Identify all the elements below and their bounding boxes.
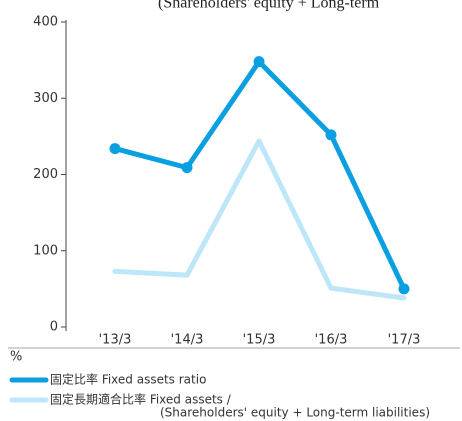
legend-label: (Shareholders' equity + Long-term liabil… [160, 406, 430, 420]
y-tick-label: 0 [50, 320, 58, 335]
y-tick-label: 400 [33, 15, 58, 30]
point [109, 143, 121, 155]
x-tick-label: '13/3 [99, 333, 132, 348]
legend-label: 固定長期適合比率 Fixed assets / [50, 392, 232, 407]
annotation: (Shareholders' equity + Long-term [158, 0, 380, 12]
point [398, 283, 410, 295]
x-tick-label: '14/3 [171, 333, 204, 348]
y-tick-label: 100 [33, 243, 58, 258]
point [181, 162, 193, 174]
point [253, 56, 265, 68]
x-tick-label: '15/3 [243, 333, 276, 348]
legend-label: 固定比率 Fixed assets ratio [50, 372, 206, 387]
x-tick-label: '16/3 [315, 333, 348, 348]
y-unit: % [10, 350, 22, 365]
y-tick-label: 200 [33, 167, 58, 182]
x-tick-label: '17/3 [388, 333, 421, 348]
y-tick-label: 300 [33, 91, 58, 106]
series-line [112, 59, 407, 292]
point [325, 129, 337, 141]
series-line [112, 138, 407, 301]
